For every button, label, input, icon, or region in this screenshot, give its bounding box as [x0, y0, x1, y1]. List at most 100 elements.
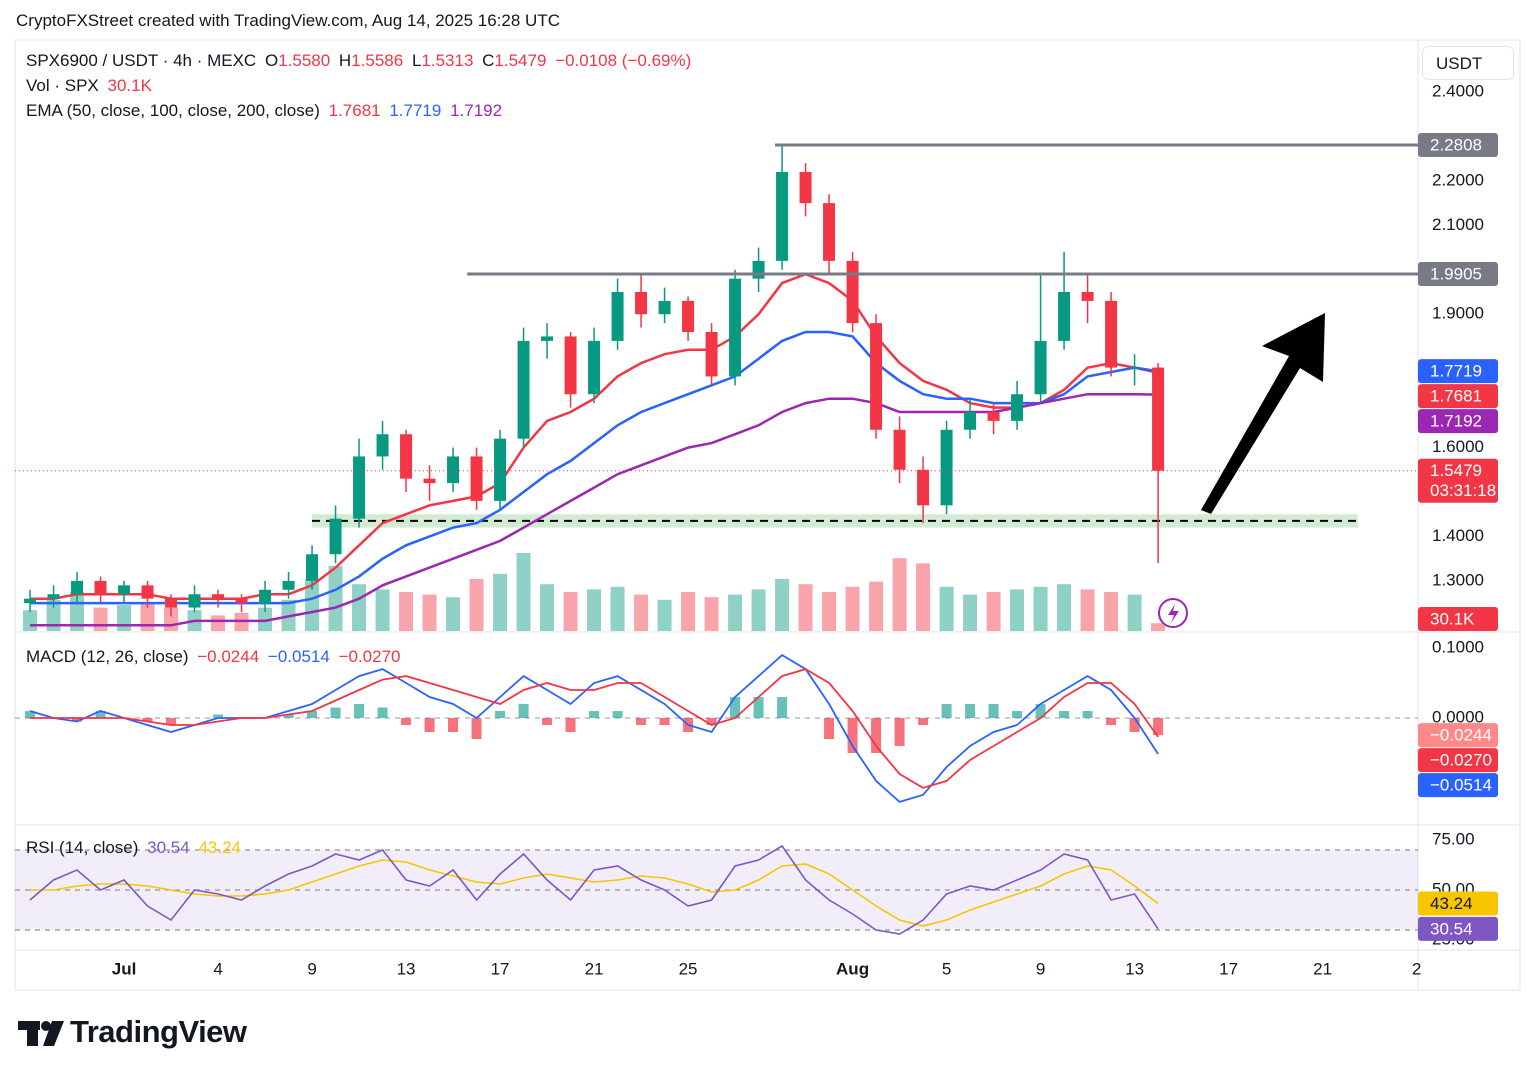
volume-bar: [939, 586, 954, 631]
histogram-bar: [307, 711, 318, 719]
rsi-label-box: [1418, 891, 1498, 916]
y-tick-label: 2.4000: [1432, 81, 1484, 100]
candle-body: [94, 580, 107, 595]
last-price-label: 1.5479: [1430, 461, 1482, 480]
candle-body: [329, 518, 342, 555]
volume-bar: [422, 594, 437, 631]
chart-frame: [14, 39, 1521, 991]
macd-legend: MACD (12, 26, close) −0.0244 −0.0514 −0.…: [26, 647, 405, 667]
candle-body: [870, 323, 883, 430]
histogram-bar: [471, 718, 482, 739]
y-tick-label: 2.2000: [1432, 170, 1484, 189]
candle-body: [423, 478, 436, 484]
candle-body: [752, 260, 765, 279]
volume-bar: [704, 597, 719, 631]
ohlc-value: 1.5313: [421, 51, 474, 70]
candle-body: [658, 300, 671, 315]
y-tick-label: 2.1000: [1432, 215, 1484, 234]
volume-bar: [493, 573, 508, 631]
candle-body: [494, 438, 507, 501]
level-label: 2.2808: [1430, 135, 1482, 154]
volume-label: 30.1K: [1430, 609, 1475, 628]
histogram-label: −0.0244: [1430, 726, 1492, 745]
volume-bar: [845, 586, 860, 631]
volume-bar: [963, 594, 978, 631]
candle-body: [799, 172, 812, 204]
annotation-arrow: [1201, 313, 1325, 514]
rsi-title: RSI (14, close): [26, 838, 139, 857]
histogram-bar: [495, 711, 506, 719]
histogram-bar: [213, 714, 224, 719]
macd-label: −0.0514: [1430, 776, 1492, 795]
histogram-bar: [283, 714, 294, 719]
macd-value: −0.0514: [267, 647, 330, 666]
ema-label-box: [1418, 384, 1498, 409]
ohlc-value: 1.5479: [494, 51, 547, 70]
currency-button[interactable]: USDT: [1422, 46, 1514, 80]
histogram-bar: [25, 711, 36, 719]
volume-title: Vol · SPX: [26, 76, 99, 95]
histogram-label-box: [1418, 723, 1498, 748]
logo-part: [43, 1021, 64, 1046]
macd-label-box: [1418, 773, 1498, 798]
candle-body: [212, 594, 225, 599]
histogram-bar: [142, 718, 153, 722]
ema-label-box: [1418, 359, 1498, 384]
histogram-bar: [1153, 718, 1164, 736]
candle-body: [1011, 394, 1024, 421]
candle-body: [846, 260, 859, 324]
volume-bar: [1080, 589, 1095, 631]
rsi-label-box: [1418, 916, 1498, 941]
histogram-bar: [636, 718, 647, 726]
histogram-bar: [330, 707, 341, 719]
x-tick-label: 4: [213, 959, 222, 978]
y-tick-label: 1.9000: [1432, 304, 1484, 323]
x-tick-label: 25: [679, 959, 698, 978]
ema-value: 1.7681: [328, 101, 381, 120]
rsi-label: 43.24: [1430, 894, 1473, 913]
histogram-bar: [589, 711, 600, 719]
x-tick-label: Jul: [112, 959, 137, 978]
volume-bar: [93, 607, 108, 631]
x-tick-label: 13: [397, 959, 416, 978]
credit: CryptoFXStreet created with TradingView.…: [16, 11, 560, 30]
volume-bar: [822, 592, 837, 631]
macd-title: MACD (12, 26, close): [26, 647, 189, 666]
histogram-bar: [777, 697, 788, 719]
candle-body: [306, 554, 319, 581]
candle-body: [987, 412, 1000, 421]
y-tick-label: 0.0000: [1432, 707, 1484, 726]
candle-body: [893, 429, 906, 470]
ema-value: 1.7719: [389, 101, 442, 120]
change: −0.0108 (−0.69%): [555, 51, 692, 70]
volume-bar: [775, 579, 790, 631]
histogram-bar: [730, 697, 741, 719]
volume-bar: [1010, 589, 1025, 631]
candle-body: [235, 598, 248, 604]
volume-bar: [469, 579, 484, 631]
histogram-bar: [1106, 718, 1117, 726]
x-tick-label: 9: [1036, 959, 1045, 978]
histogram-bar: [72, 718, 83, 722]
x-tick-label: 21: [1313, 959, 1332, 978]
candle-body: [729, 278, 742, 377]
volume-bar: [563, 592, 578, 631]
x-tick-label: Aug: [836, 959, 869, 978]
macd-label: −0.0270: [1430, 751, 1492, 770]
histogram-bar: [871, 718, 882, 753]
histogram-bar: [166, 718, 177, 726]
volume-bar: [916, 563, 931, 631]
histogram-bar: [95, 711, 106, 719]
ohlc-key: H: [338, 51, 352, 70]
volume-bar: [46, 599, 61, 631]
volume-bar: [751, 589, 766, 631]
volume-bar: [1127, 594, 1142, 631]
candle-body: [71, 580, 84, 595]
candle-body: [141, 585, 154, 599]
histogram-bar: [401, 718, 412, 726]
ema-label-box: [1418, 409, 1498, 434]
histogram-bar: [847, 718, 858, 753]
x-tick-label: 13: [1125, 959, 1144, 978]
macd-value: −0.0244: [197, 647, 260, 666]
candle-body: [917, 469, 930, 506]
